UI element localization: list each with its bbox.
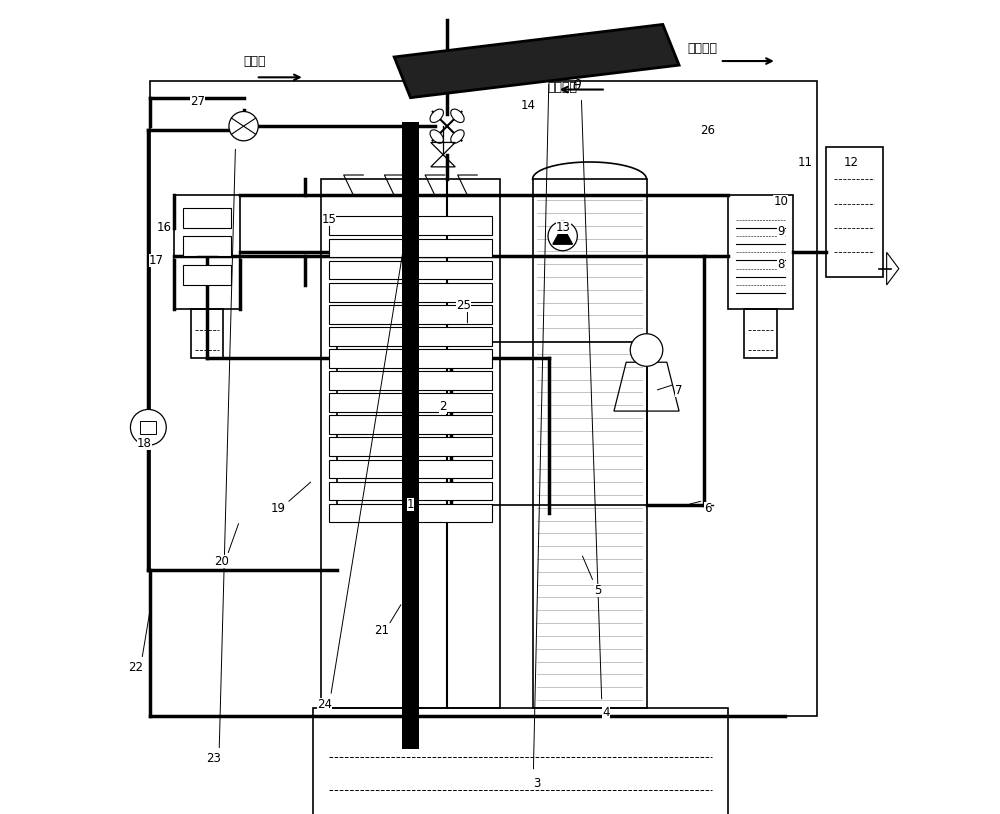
Bar — [533, 179, 647, 708]
Text: 14: 14 — [521, 99, 536, 112]
Polygon shape — [394, 24, 679, 98]
Ellipse shape — [451, 109, 464, 123]
Text: 19: 19 — [271, 502, 286, 515]
Bar — [321, 179, 500, 708]
Text: 15: 15 — [322, 213, 336, 226]
Text: 6: 6 — [704, 502, 711, 515]
Ellipse shape — [430, 129, 443, 143]
Bar — [329, 393, 492, 412]
Bar — [329, 282, 492, 301]
Bar — [329, 349, 492, 368]
Bar — [313, 708, 728, 814]
Text: 8: 8 — [777, 258, 785, 271]
Bar — [329, 371, 492, 390]
Text: 20: 20 — [214, 555, 229, 568]
Text: 5: 5 — [594, 584, 601, 597]
Text: 海水原料: 海水原料 — [687, 42, 717, 55]
Bar — [191, 309, 223, 358]
Bar — [329, 239, 492, 257]
Bar — [150, 81, 817, 716]
Text: 11: 11 — [798, 156, 813, 169]
Text: 1: 1 — [407, 498, 414, 511]
Text: 浓海水: 浓海水 — [244, 55, 266, 68]
Text: 26: 26 — [700, 124, 715, 137]
Polygon shape — [553, 226, 572, 244]
Bar — [183, 208, 231, 228]
Text: 24: 24 — [317, 698, 332, 711]
Circle shape — [630, 334, 663, 366]
Text: 淡水产品: 淡水产品 — [547, 81, 577, 94]
Text: 18: 18 — [137, 437, 152, 450]
Text: 13: 13 — [556, 221, 571, 234]
Bar — [183, 236, 231, 256]
Text: 21: 21 — [374, 624, 389, 637]
Circle shape — [548, 221, 577, 251]
Bar — [329, 482, 492, 501]
Text: 23: 23 — [206, 752, 221, 765]
Bar — [402, 122, 419, 749]
Bar — [329, 260, 492, 279]
Text: 2: 2 — [439, 400, 447, 414]
Text: 12: 12 — [844, 156, 859, 169]
Ellipse shape — [430, 109, 443, 123]
Bar — [728, 195, 793, 309]
Circle shape — [229, 112, 258, 141]
Bar — [174, 195, 240, 309]
Text: 27: 27 — [190, 95, 205, 108]
Bar — [329, 459, 492, 479]
Text: 7: 7 — [675, 384, 683, 397]
Text: 22: 22 — [128, 661, 143, 674]
Bar — [329, 504, 492, 523]
Bar — [337, 342, 647, 505]
Bar — [329, 305, 492, 324]
Text: 9: 9 — [777, 225, 785, 239]
Bar — [183, 265, 231, 285]
Text: 3: 3 — [533, 777, 540, 790]
Text: 16: 16 — [157, 221, 172, 234]
Text: 25: 25 — [456, 299, 471, 312]
Bar — [826, 147, 883, 277]
Text: 17: 17 — [149, 254, 164, 267]
Bar — [744, 309, 777, 358]
Text: 4: 4 — [602, 706, 610, 719]
Ellipse shape — [451, 129, 464, 143]
Text: $\theta$: $\theta$ — [572, 78, 582, 93]
Bar — [329, 327, 492, 346]
Bar — [329, 415, 492, 434]
Bar — [140, 421, 156, 434]
Bar — [329, 437, 492, 456]
Circle shape — [130, 409, 166, 445]
Text: 10: 10 — [773, 195, 788, 208]
Bar — [329, 217, 492, 235]
